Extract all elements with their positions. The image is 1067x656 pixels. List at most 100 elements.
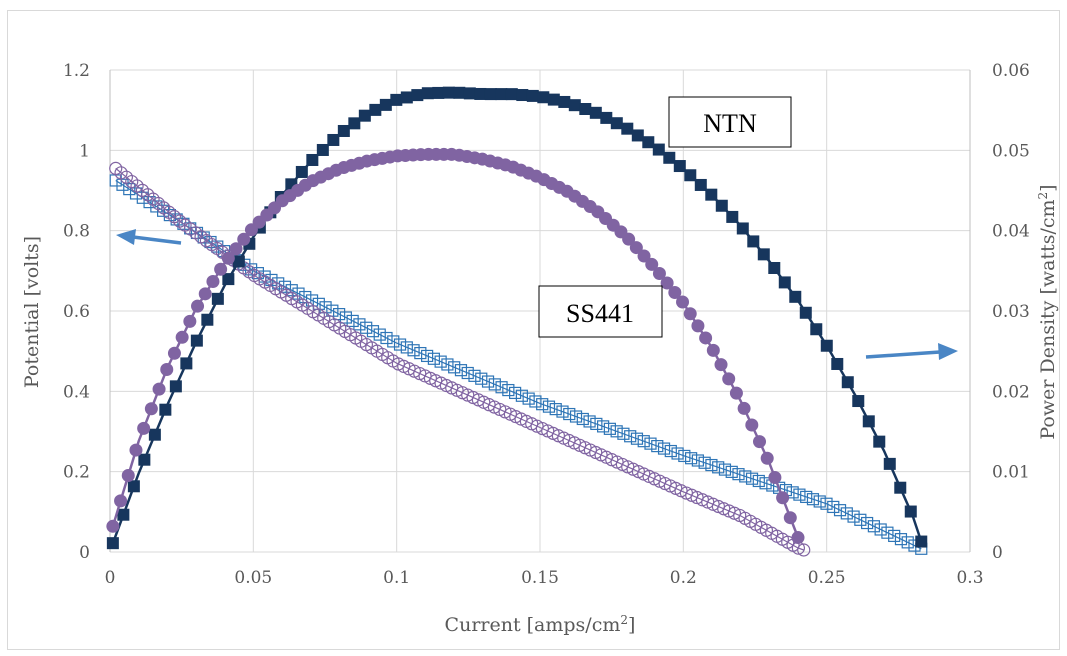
- data-point: [707, 344, 720, 357]
- data-point: [653, 144, 665, 156]
- data-point: [464, 87, 476, 99]
- data-point: [327, 134, 339, 146]
- data-point: [621, 123, 633, 135]
- data-point: [716, 200, 728, 212]
- series-ntn-power-density: [107, 87, 927, 550]
- y-left-tick-label: 0.8: [63, 222, 90, 242]
- data-point: [776, 491, 789, 504]
- data-point: [183, 315, 196, 328]
- data-point: [214, 263, 227, 276]
- data-point: [191, 300, 204, 313]
- series-layer: [106, 87, 927, 556]
- data-point: [160, 363, 173, 376]
- data-point: [495, 88, 507, 100]
- data-point: [699, 331, 712, 344]
- data-point: [359, 110, 371, 122]
- data-point: [206, 275, 219, 288]
- y-left-tick-label: 0: [79, 543, 90, 563]
- data-point: [506, 88, 518, 100]
- data-point: [153, 383, 166, 396]
- data-point: [453, 87, 465, 99]
- data-point: [684, 307, 697, 320]
- data-point: [768, 262, 780, 274]
- data-point: [753, 435, 766, 448]
- data-point: [168, 347, 181, 360]
- data-point: [674, 160, 686, 172]
- data-point: [873, 436, 885, 448]
- data-point: [128, 480, 140, 492]
- data-point: [758, 248, 770, 260]
- y-left-axis-title: Potential [volts]: [21, 236, 43, 388]
- callout-ntn: NTN: [669, 97, 791, 147]
- data-point: [338, 125, 350, 137]
- data-point: [884, 458, 896, 470]
- data-point: [738, 402, 751, 415]
- data-point: [401, 91, 413, 103]
- data-point: [737, 222, 749, 234]
- callout-ss441: SS441: [539, 286, 662, 337]
- y-right-tick-label: 0.01: [992, 463, 1030, 483]
- data-point: [691, 319, 704, 332]
- data-point: [122, 469, 135, 482]
- data-point: [537, 91, 549, 103]
- y-left-tick-label: 0.6: [63, 302, 90, 322]
- data-point: [745, 419, 758, 432]
- data-point: [170, 380, 182, 392]
- data-point: [176, 331, 189, 344]
- data-point: [784, 511, 797, 524]
- data-point: [380, 99, 392, 111]
- data-point: [411, 89, 423, 101]
- data-point: [894, 482, 906, 494]
- data-point: [422, 87, 434, 99]
- data-point: [810, 323, 822, 335]
- data-point: [485, 88, 497, 100]
- data-point: [831, 358, 843, 370]
- data-point: [611, 117, 623, 129]
- data-point: [138, 454, 150, 466]
- data-point: [296, 166, 308, 178]
- data-point: [705, 189, 717, 201]
- data-point: [137, 422, 150, 435]
- y-right-tick-label: 0.03: [992, 302, 1030, 322]
- data-point: [516, 89, 528, 101]
- data-point: [842, 376, 854, 388]
- data-point: [722, 372, 735, 385]
- data-point: [821, 340, 833, 352]
- callout-ss441-label: SS441: [566, 299, 634, 328]
- data-point: [768, 471, 781, 484]
- y-left-tick-label: 0.2: [63, 463, 90, 483]
- data-point: [443, 87, 455, 99]
- data-point: [159, 404, 171, 416]
- data-point: [548, 94, 560, 106]
- data-point: [306, 154, 318, 166]
- data-point: [761, 452, 774, 465]
- x-tick-label: 0.3: [956, 568, 983, 588]
- x-tick-label: 0.15: [521, 568, 559, 588]
- data-point: [129, 444, 142, 457]
- data-point: [715, 358, 728, 371]
- x-tick-label: 0: [105, 568, 116, 588]
- series-line: [113, 154, 798, 537]
- data-point: [369, 104, 381, 116]
- y-right-tick-label: 0.05: [992, 141, 1030, 161]
- data-point: [747, 235, 759, 247]
- data-point: [201, 314, 213, 326]
- callout-ntn-label: NTN: [703, 109, 757, 138]
- data-point: [212, 293, 224, 305]
- data-point: [676, 295, 689, 308]
- y-right-tick-label: 0.06: [992, 61, 1030, 81]
- data-point: [348, 117, 360, 129]
- data-point: [730, 387, 743, 400]
- data-point: [145, 402, 158, 415]
- data-point: [632, 129, 644, 141]
- data-point: [789, 291, 801, 303]
- data-point: [863, 415, 875, 427]
- data-point: [474, 88, 486, 100]
- data-point: [915, 536, 927, 548]
- data-point: [106, 520, 119, 533]
- y-right-tick-label: 0.04: [992, 222, 1030, 242]
- data-point: [684, 169, 696, 181]
- x-tick-label: 0.25: [808, 568, 846, 588]
- data-point: [180, 357, 192, 369]
